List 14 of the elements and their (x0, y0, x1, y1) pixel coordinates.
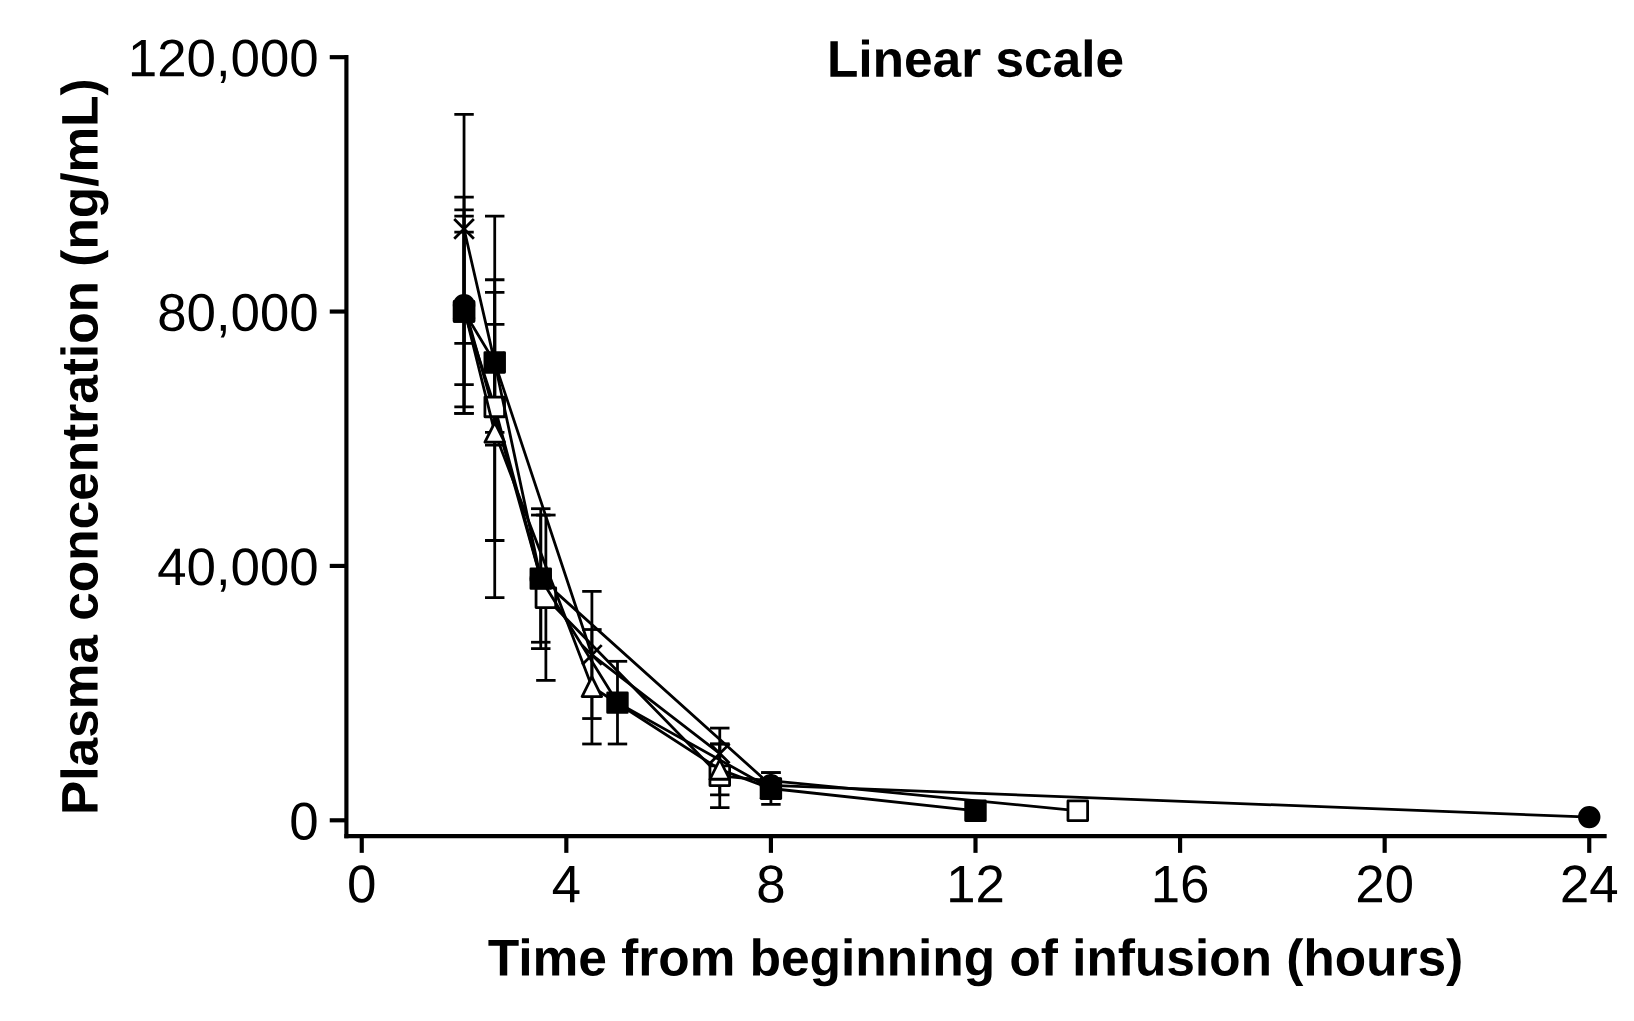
x-tick-label: 12 (950, 865, 1003, 903)
x-tick-label: 16 (1154, 865, 1208, 903)
x-tick-label: 24 (1562, 865, 1618, 903)
x-tick-label: 8 (758, 865, 784, 903)
x-tick-label: 0 (349, 865, 375, 903)
x-axis-title: Time from beginning of infusion (hours) (488, 938, 1461, 987)
y-tick-label: 120,000 (131, 39, 317, 84)
y-axis-title: Plasma concentration (ng/mL) (60, 80, 109, 812)
x-tick-label: 20 (1357, 865, 1412, 903)
y-tick-label: 80,000 (159, 293, 317, 338)
x-tick-label: 4 (552, 865, 580, 903)
y-tick-label: 0 (291, 802, 317, 840)
chart-title: Linear scale (830, 39, 1123, 78)
y-tick-label: 40,000 (158, 548, 317, 592)
